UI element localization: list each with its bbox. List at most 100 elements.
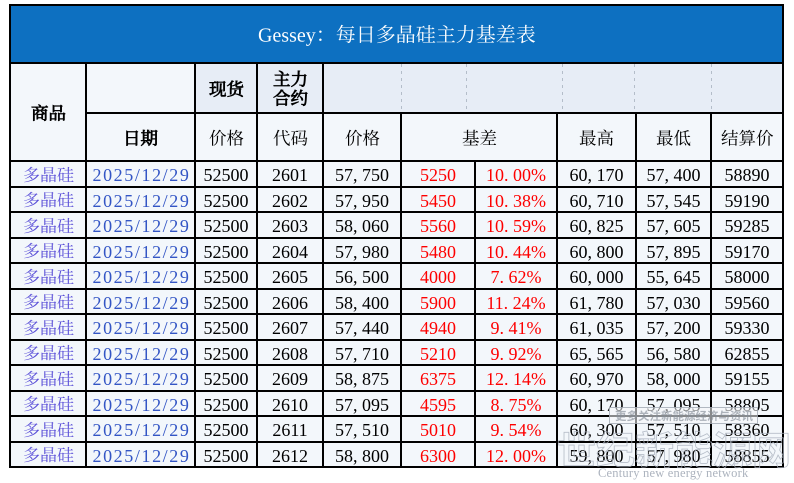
commodity-text [23, 445, 74, 463]
low-cell: 57, 605 [635, 211, 712, 239]
basis-cell: 4940 [400, 313, 476, 341]
header-spot-label [208, 79, 244, 97]
header-code [256, 112, 324, 162]
header-basis [400, 112, 558, 162]
gridline-dash [711, 65, 712, 111]
commodity-text [23, 165, 74, 182]
settlement-cell: 62855 [710, 338, 784, 366]
high-cell: 60, 800 [556, 236, 637, 264]
price-cell: 58, 875 [322, 364, 402, 392]
low-cell: 57, 400 [635, 160, 712, 188]
date-cell: 2025/12/29 [85, 364, 196, 392]
code-cell: 2610 [256, 389, 324, 417]
gridline-dash [633, 65, 635, 111]
settlement-cell: 59330 [710, 313, 784, 341]
settlement-cell: 58805 [710, 389, 784, 417]
commodity-text [23, 420, 74, 437]
code-cell: 2608 [256, 338, 324, 366]
high-cell: 65, 565 [556, 338, 637, 366]
basis-pct-cell: 7. 62% [474, 262, 558, 290]
code-cell: 2605 [256, 262, 324, 290]
commodity-cell [9, 185, 87, 213]
date-cell: 2025/12/29 [85, 211, 196, 239]
header-future-price-label [345, 128, 380, 146]
commodity-cell [9, 338, 87, 366]
commodity-cell [9, 287, 87, 315]
spot-price-cell: 52500 [194, 236, 258, 264]
code-cell: 2609 [256, 364, 324, 392]
high-cell: 60, 000 [556, 262, 637, 290]
basis-cell: 5250 [400, 160, 476, 188]
basis-cell: 5480 [400, 236, 476, 264]
high-cell: 60, 170 [556, 389, 637, 417]
date-cell: 2025/12/29 [85, 185, 196, 213]
price-cell: 58, 400 [322, 287, 402, 315]
header-commodity [9, 62, 87, 162]
header-high-label [579, 128, 614, 146]
spot-price-cell: 52500 [194, 185, 258, 213]
price-cell: 57, 950 [322, 185, 402, 213]
settlement-cell: 59155 [710, 364, 784, 392]
table-row: 2025/12/29 52500 2611 57, 510 5010 9. 54% 60, … [9, 415, 784, 443]
high-cell: 60, 970 [556, 364, 637, 392]
date-cell: 2025/12/29 [85, 287, 196, 315]
price-cell: 57, 710 [322, 338, 402, 366]
header-row-2 [10, 112, 784, 162]
date-cell: 2025/12/29 [85, 389, 196, 417]
price-cell: 57, 095 [322, 389, 402, 417]
basis-pct-cell: 10. 44% [474, 236, 558, 264]
code-cell: 2606 [256, 287, 324, 315]
price-cell: 57, 510 [322, 415, 402, 443]
commodity-text [23, 267, 74, 284]
basis-pct-cell: 10. 00% [474, 160, 558, 188]
spot-price-cell: 52500 [194, 287, 258, 315]
header-main-contract [256, 62, 324, 114]
price-cell: 57, 980 [322, 236, 402, 264]
table-row: 2025/12/29 52500 2604 57, 980 5480 10. 44% 60,… [9, 236, 784, 264]
low-cell: 57, 980 [635, 440, 712, 468]
gridline-dash [400, 65, 402, 111]
high-cell: 60, 710 [556, 185, 637, 213]
header-date [85, 112, 196, 162]
settlement-cell: 58000 [710, 262, 784, 290]
commodity-cell [9, 415, 87, 443]
commodity-cell [9, 313, 87, 341]
header-row-1 [9, 62, 784, 162]
gridline-dash [466, 65, 467, 111]
title-row [9, 4, 784, 64]
table-row: 2025/12/29 52500 2609 58, 875 6375 12. 14% 60,… [9, 364, 784, 392]
commodity-cell [9, 262, 87, 290]
settlement-cell: 58890 [710, 160, 784, 188]
commodity-cell [9, 364, 87, 392]
basis-sheet: 2025/12/29 52500 2601 57, 750 5250 10. 00% 60,… [9, 4, 784, 468]
commodity-text [23, 343, 74, 361]
title-text [258, 24, 536, 46]
header-low-label [656, 128, 691, 146]
watermark-site-name-en: Century new energy network [598, 466, 749, 480]
price-cell: 56, 500 [322, 262, 402, 290]
table-row: 2025/12/29 52500 2610 57, 095 4595 8. 75% 60, … [9, 389, 784, 417]
basis-pct-cell: 11. 24% [474, 287, 558, 315]
high-cell: 60, 300 [556, 415, 637, 443]
header-main-contract-label [259, 70, 321, 106]
header-low [635, 112, 712, 162]
price-cell: 58, 060 [322, 211, 402, 239]
low-cell: 55, 645 [635, 262, 712, 290]
basis-cell: 5560 [400, 211, 476, 239]
commodity-text [23, 190, 74, 208]
header-spot [194, 62, 258, 114]
basis-cell: 6300 [400, 440, 476, 468]
high-cell: 59, 800 [556, 440, 637, 468]
date-cell: 2025/12/29 [85, 338, 196, 366]
code-cell: 2611 [256, 415, 324, 443]
basis-cell: 5010 [400, 415, 476, 443]
low-cell: 56, 580 [635, 338, 712, 366]
price-cell: 58, 800 [322, 440, 402, 468]
commodity-text [23, 394, 74, 412]
basis-cell: 5900 [400, 287, 476, 315]
low-cell: 57, 095 [635, 389, 712, 417]
low-cell: 57, 510 [635, 415, 712, 443]
commodity-text [23, 318, 74, 335]
date-cell: 2025/12/29 [85, 440, 196, 468]
settlement-cell: 59285 [710, 211, 784, 239]
